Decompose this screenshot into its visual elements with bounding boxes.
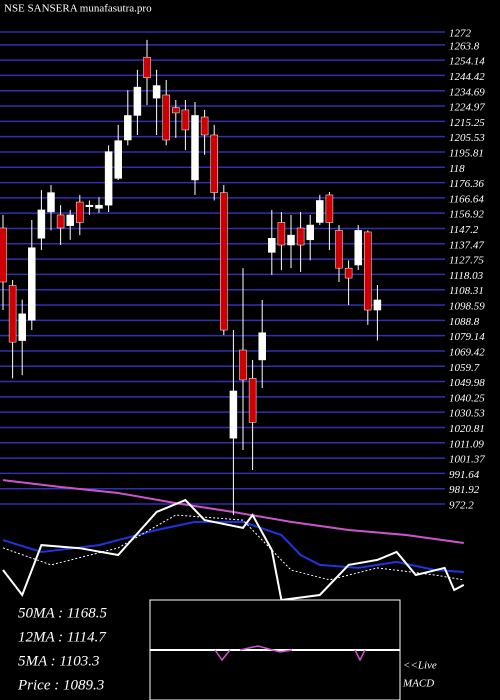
candle-body bbox=[181, 109, 190, 131]
legend-entry: Price : 1089.3 bbox=[17, 677, 104, 693]
y-tick-label: 1088.8 bbox=[449, 316, 480, 328]
legend-entry: 12MA : 1114.7 bbox=[18, 629, 107, 645]
indicator-line bbox=[2, 520, 464, 573]
candle-body bbox=[143, 56, 151, 78]
candle-body bbox=[364, 231, 372, 311]
y-tick-label: 1040.25 bbox=[449, 392, 485, 404]
y-tick-label: 1127.75 bbox=[449, 255, 484, 267]
candle-body bbox=[335, 230, 343, 269]
y-tick-label: 1244.42 bbox=[449, 71, 485, 83]
candle-body bbox=[306, 224, 314, 241]
y-tick-label: 1069.42 bbox=[449, 346, 485, 358]
candle-body bbox=[258, 332, 266, 361]
candles bbox=[0, 39, 382, 516]
y-tick-label: 1176.36 bbox=[449, 178, 484, 190]
candle-body bbox=[152, 85, 161, 99]
candle-body bbox=[85, 204, 94, 208]
y-tick-label: 1272 bbox=[449, 28, 472, 40]
y-tick-label: 1030.53 bbox=[449, 408, 485, 420]
candle-body bbox=[56, 214, 65, 229]
y-tick-label: 1166.64 bbox=[449, 193, 484, 205]
candle-body bbox=[133, 86, 142, 116]
indicator-line bbox=[2, 514, 464, 581]
candle-body bbox=[18, 313, 26, 341]
indicator-line bbox=[2, 498, 465, 602]
candle-body bbox=[287, 234, 295, 246]
macd-label: MACD bbox=[402, 678, 434, 690]
legend-entry: 5MA : 1103.3 bbox=[18, 653, 100, 669]
y-tick-label: 1137.47 bbox=[449, 239, 484, 251]
y-tick-label: 1205.53 bbox=[449, 132, 485, 144]
candle-body bbox=[8, 285, 17, 343]
candle-body bbox=[191, 115, 199, 181]
candle-body bbox=[0, 227, 7, 283]
candle-body bbox=[344, 267, 353, 279]
live-link[interactable]: <<Live bbox=[403, 660, 437, 672]
legend-entry: 50MA : 1168.5 bbox=[18, 605, 108, 621]
candle-body bbox=[66, 214, 74, 226]
candle-body bbox=[220, 192, 228, 331]
candle-body bbox=[95, 204, 103, 209]
candle-body bbox=[373, 299, 382, 311]
y-tick-label: 118 bbox=[449, 163, 465, 175]
y-tick-label: 1059.7 bbox=[449, 362, 480, 374]
y-tick-label: 1254.14 bbox=[449, 56, 485, 68]
candle-body bbox=[28, 247, 36, 321]
candle-body bbox=[37, 209, 46, 239]
candle-body bbox=[296, 227, 305, 246]
y-tick-label: 1011.09 bbox=[449, 438, 484, 450]
y-tick-label: 1020.81 bbox=[449, 423, 485, 435]
candle-body bbox=[229, 390, 238, 439]
candle-body bbox=[277, 222, 286, 246]
macd-hist bbox=[214, 645, 366, 662]
candle-body bbox=[325, 194, 334, 223]
y-tick-label: 1234.69 bbox=[449, 86, 485, 98]
y-tick-label: 1147.2 bbox=[449, 224, 479, 236]
candle-body bbox=[200, 116, 209, 136]
y-tick-label: 1098.59 bbox=[449, 301, 485, 313]
y-tick-label: 981.92 bbox=[449, 484, 480, 496]
candle-body bbox=[316, 200, 324, 223]
y-tick-label: 1001.37 bbox=[449, 454, 485, 466]
y-tick-label: 1118.03 bbox=[449, 270, 484, 282]
chart-title: NSE SANSERA munafasutra.pro bbox=[4, 3, 152, 15]
candle-body bbox=[239, 349, 247, 381]
candle-body bbox=[76, 201, 84, 223]
y-tick-label: 1108.31 bbox=[449, 285, 484, 297]
candle-body bbox=[354, 230, 362, 266]
y-tick-label: 1263.8 bbox=[449, 40, 480, 52]
candle-body bbox=[248, 378, 257, 423]
candle-body bbox=[162, 94, 170, 141]
candle-body bbox=[114, 140, 122, 179]
candle-body bbox=[47, 192, 55, 213]
y-tick-label: 1224.97 bbox=[449, 102, 485, 114]
y-tick-label: 1215.25 bbox=[449, 117, 485, 129]
y-tick-label: 991.64 bbox=[449, 469, 480, 481]
candle-body bbox=[104, 151, 113, 206]
y-tick-label: 1049.98 bbox=[449, 377, 485, 389]
y-tick-label: 1156.92 bbox=[449, 209, 484, 221]
candle-body bbox=[268, 237, 276, 253]
candle-body bbox=[210, 134, 218, 193]
candle-body bbox=[172, 107, 180, 114]
candle-body bbox=[124, 115, 132, 141]
y-tick-label: 1079.14 bbox=[449, 331, 485, 343]
y-tick-label: 972.2 bbox=[449, 500, 474, 512]
y-tick-label: 1195.81 bbox=[449, 147, 484, 159]
